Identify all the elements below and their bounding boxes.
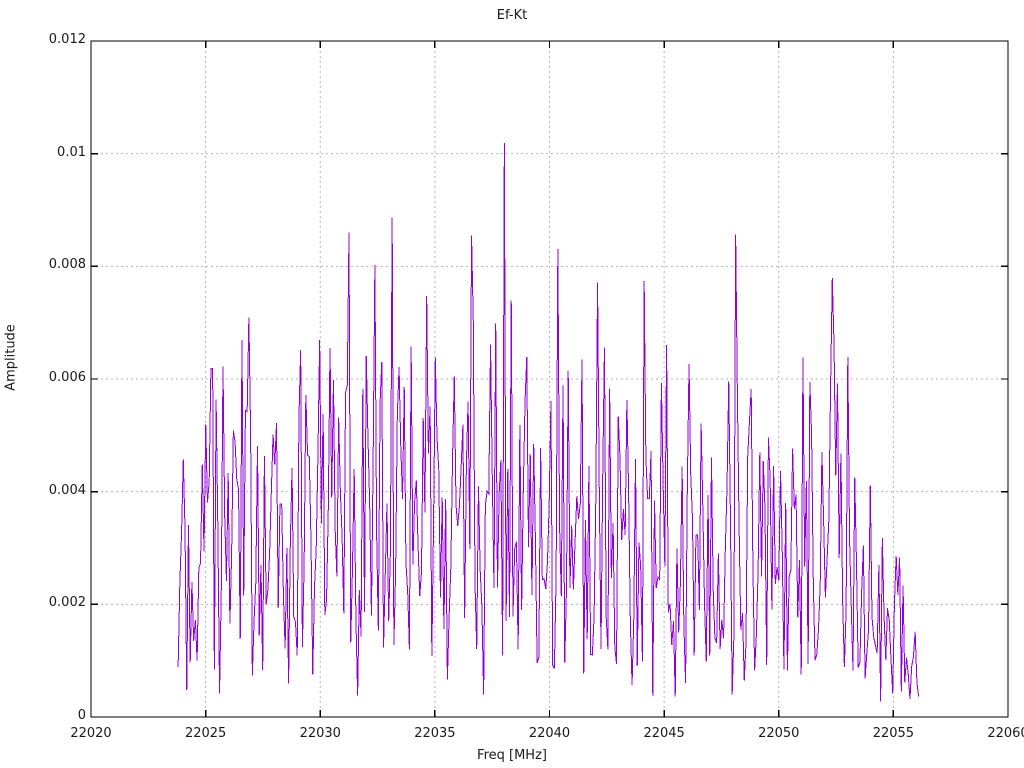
y-axis-tick-label: 0.012 bbox=[48, 32, 86, 47]
x-axis-tick-label: 22020 bbox=[70, 726, 112, 741]
x-axis-tick-label: 22040 bbox=[528, 726, 571, 741]
y-axis-tick-label: 0.004 bbox=[48, 482, 86, 498]
x-axis-tick-label: 22025 bbox=[184, 726, 227, 741]
x-axis-tick-label: 22045 bbox=[643, 726, 685, 741]
data-series-line bbox=[177, 142, 920, 702]
x-axis-tick-label: 22050 bbox=[758, 726, 800, 741]
x-axis-tick-label: 22060 bbox=[987, 726, 1024, 741]
y-axis-tick-label: 0.008 bbox=[48, 257, 86, 273]
y-axis-tick-label: 0 bbox=[77, 708, 86, 723]
x-axis-tick-label: 22035 bbox=[414, 726, 456, 741]
y-axis-tick-label: 0.01 bbox=[57, 144, 86, 160]
y-axis-tick-label: 0.006 bbox=[48, 370, 86, 385]
x-axis-label: Freq [MHz] bbox=[477, 748, 547, 763]
y-axis-tick-label: 0.002 bbox=[48, 595, 86, 611]
x-axis-tick-label: 22055 bbox=[872, 726, 915, 741]
x-axis-tick-label: 22030 bbox=[299, 726, 341, 741]
chart-title: Ef-Kt bbox=[496, 8, 528, 23]
